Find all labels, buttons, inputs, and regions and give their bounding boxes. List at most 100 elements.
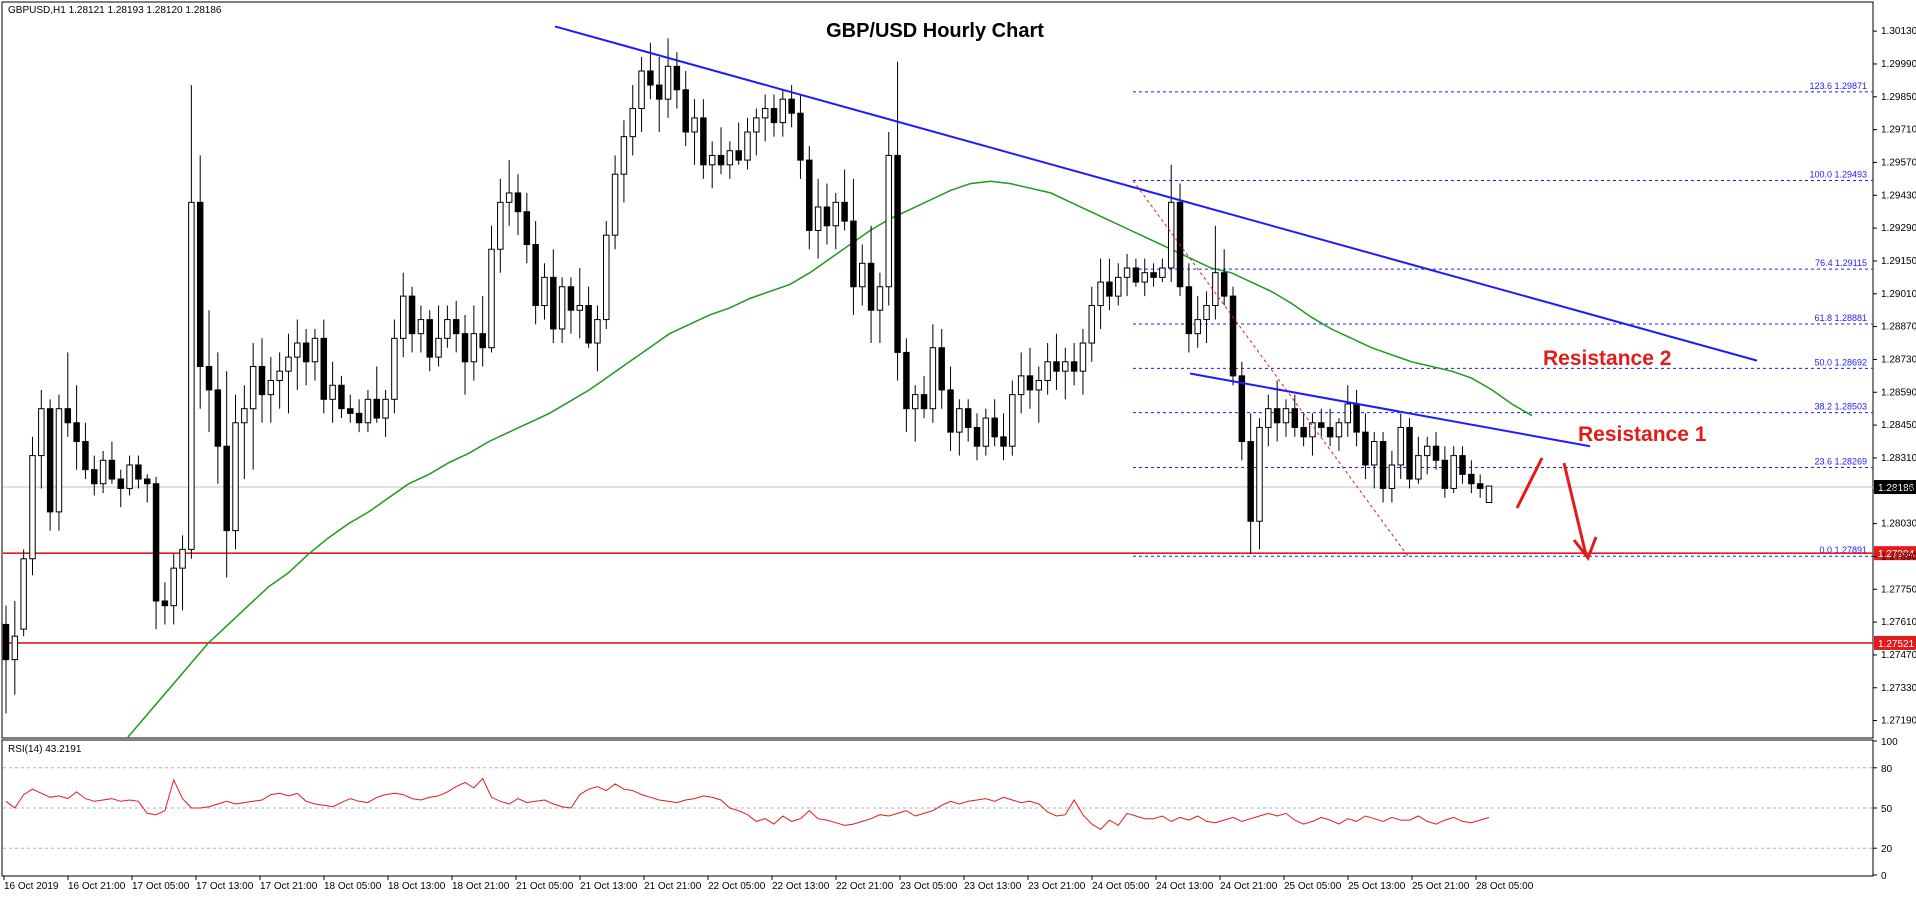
candle-body [1194, 319, 1201, 335]
candle-body [364, 398, 372, 424]
candle-body [1000, 436, 1007, 447]
time-tick-label: 22 Oct 05:00 [708, 881, 766, 892]
moving-average-line [127, 180, 1533, 738]
candle-body [311, 337, 319, 363]
candle-body [1035, 380, 1043, 391]
annotation-resistance-1: Resistance 1 [1578, 423, 1707, 446]
price-axis: 1.30130 1.29990 1.29850 1.29710 1.29570 1.294… [1873, 26, 1916, 727]
time-axis: 16 Oct 2019 16 Oct 21:00 17 Oct 05:00 17 Oc… [3, 876, 1534, 892]
candle-body [1388, 464, 1396, 489]
rsi-line [5, 777, 1490, 831]
candle-body [452, 319, 460, 335]
candle-body [823, 206, 831, 227]
candle-body [382, 398, 389, 419]
candle-body [885, 154, 892, 288]
candle-body [638, 70, 645, 110]
arrow-down-line [1562, 462, 1588, 556]
price-tick-label: 1.27330 [1881, 683, 1916, 694]
candle-body [82, 441, 89, 471]
price-tick-label: 1.27190 [1881, 716, 1916, 727]
candle-body [859, 262, 866, 288]
candle-body [1265, 408, 1272, 428]
price-tick-label: 1.29010 [1881, 289, 1916, 300]
candle-body [73, 422, 80, 443]
candle-body [294, 342, 301, 358]
candle-body [911, 394, 919, 410]
time-tick-label: 24 Oct 05:00 [1092, 881, 1150, 892]
price-tick-label: 1.29430 [1881, 190, 1916, 201]
time-tick-label: 21 Oct 05:00 [516, 881, 574, 892]
price-tick-label: 1.27750 [1881, 584, 1916, 595]
time-tick-label: 18 Oct 21:00 [452, 881, 510, 892]
rsi-tick-label: 100 [1881, 737, 1898, 748]
candle-body [1132, 267, 1140, 283]
candle-body [267, 380, 275, 396]
price-tick-label: 1.30130 [1881, 26, 1916, 37]
time-tick-label: 23 Oct 05:00 [900, 881, 958, 892]
candle-body [152, 483, 160, 602]
candle-body [1406, 426, 1413, 480]
candle-body [108, 459, 116, 480]
candle-body [585, 305, 592, 344]
price-tick-label: 1.29710 [1881, 125, 1916, 136]
candle-body [938, 347, 945, 391]
candle-body [38, 408, 45, 457]
candle-body [1238, 375, 1246, 443]
candle-body [435, 337, 442, 358]
candle-body [170, 567, 177, 607]
candle-body [391, 337, 398, 400]
candle-body [558, 286, 566, 330]
support-lines: 1.27904 1.27521 [3, 546, 1916, 650]
candle-body [1309, 422, 1316, 438]
candle-body [1282, 408, 1290, 424]
rsi-tick-label: 80 [1881, 764, 1893, 775]
candle-body [126, 464, 133, 489]
time-tick-label: 28 Oct 05:00 [1476, 881, 1534, 892]
price-tick-label: 1.27610 [1881, 617, 1916, 628]
candle-body [594, 319, 601, 344]
candle-body [470, 333, 478, 363]
candle-body [20, 558, 27, 630]
candle-body [1432, 445, 1440, 461]
time-tick-label: 18 Oct 13:00 [388, 881, 446, 892]
candle-body [1070, 361, 1078, 372]
fib-level-label: 76.4 1.29115 [1815, 258, 1867, 268]
candle-body [1441, 459, 1449, 489]
candle-body [514, 192, 522, 213]
candle-body [55, 408, 63, 513]
candle-body [2, 623, 10, 661]
candle-body [1476, 483, 1484, 489]
candle-body [426, 319, 433, 358]
candle-body [1423, 445, 1431, 457]
candle-body [1212, 272, 1219, 307]
candle-body [205, 365, 213, 391]
candle-body [1318, 422, 1325, 428]
candle-body [399, 295, 407, 339]
candle-body [1468, 473, 1475, 485]
candle-body [1026, 375, 1034, 391]
annotation-resistance-2: Resistance 2 [1543, 347, 1671, 370]
candle-body [1167, 201, 1175, 269]
time-tick-label: 22 Oct 13:00 [772, 881, 830, 892]
candle-body [1362, 431, 1369, 466]
candle-body [1141, 272, 1148, 283]
candle-body [479, 333, 486, 349]
candle-body [929, 347, 937, 410]
trend-line-resistance-2 [554, 25, 1758, 362]
candle-body [505, 192, 513, 203]
fib-levels: 123.6 1.29871 100.0 1.29493 76.4 1.29115 61… [1133, 81, 1873, 557]
time-tick-label: 22 Oct 21:00 [836, 881, 894, 892]
candle-body [726, 150, 734, 166]
candles [2, 38, 1493, 714]
candle-body [1106, 281, 1113, 297]
candle-body [973, 426, 981, 447]
time-tick-label: 18 Oct 05:00 [324, 881, 382, 892]
candle-body [903, 351, 910, 410]
candle-body [850, 220, 857, 288]
candle-body [1203, 305, 1210, 321]
candle-body [1379, 441, 1387, 489]
trend-lines [554, 25, 1758, 557]
time-tick-label: 24 Oct 13:00 [1156, 881, 1214, 892]
